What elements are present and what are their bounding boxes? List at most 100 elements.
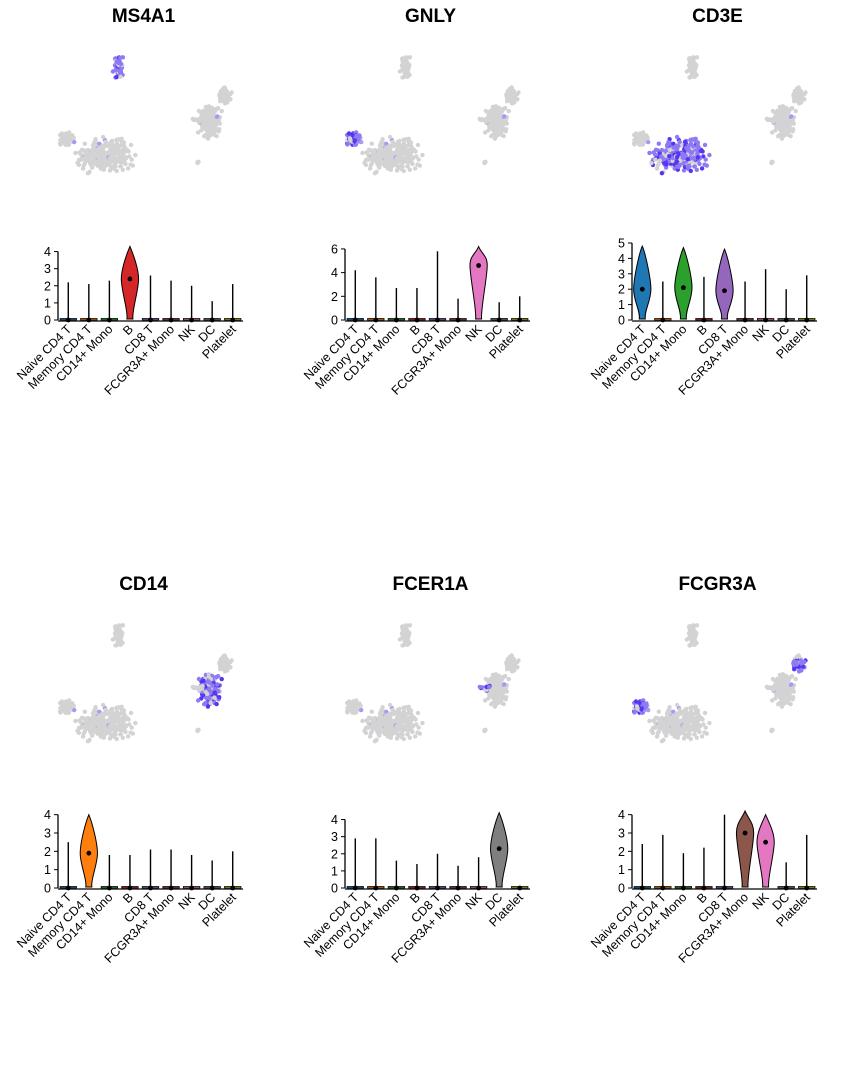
umap-point: [788, 133, 793, 139]
umap-point: [118, 61, 124, 67]
gene-title: GNLY: [404, 6, 457, 27]
umap-point: [73, 718, 78, 724]
umap-point: [207, 118, 212, 123]
umap-point: [368, 163, 373, 168]
umap-point: [400, 67, 406, 73]
category-label-6: NK: [463, 322, 486, 345]
umap-point: [692, 61, 698, 67]
umap-point: [770, 130, 775, 135]
y-tick-label: 3: [44, 262, 51, 276]
umap-point: [217, 660, 222, 665]
umap-point: [126, 717, 131, 722]
umap-point: [195, 160, 200, 165]
umap-point: [362, 160, 367, 166]
umap-point: [372, 739, 378, 744]
umap-point: [214, 107, 219, 112]
umap-point: [390, 139, 395, 144]
umap-point: [401, 74, 406, 80]
median-point-2: [106, 317, 112, 323]
umap-point: [116, 137, 121, 142]
umap-point: [403, 137, 408, 142]
umap-point: [677, 139, 682, 144]
umap-point: [779, 691, 784, 697]
umap-point: [779, 704, 785, 709]
umap-point: [398, 164, 403, 169]
umap-point: [387, 164, 393, 169]
umap-point: [394, 161, 399, 166]
umap-point: [97, 713, 102, 718]
umap-point: [217, 695, 222, 700]
umap-point: [81, 163, 87, 168]
umap-point: [126, 149, 131, 154]
umap-point: [75, 728, 80, 734]
umap-point: [85, 722, 90, 727]
umap-point: [210, 115, 215, 120]
median-point-3: [701, 317, 707, 323]
panel-5: FCGR3A 0 1 2 3 4 Naive CD4 T Memory CD4 T CD14+…: [574, 568, 861, 1069]
umap-point: [681, 729, 686, 734]
umap-point: [100, 164, 106, 169]
median-point-5: [455, 885, 461, 891]
umap-point: [72, 707, 77, 713]
umap-point: [789, 114, 794, 119]
umap-point: [130, 163, 135, 168]
umap-point: [503, 689, 508, 694]
umap-point: [501, 675, 506, 680]
umap-point: [412, 166, 418, 171]
umap-point: [365, 720, 371, 725]
umap-point: [667, 722, 672, 727]
umap-point: [118, 732, 124, 737]
umap-point: [398, 732, 403, 737]
umap-point: [352, 142, 358, 147]
umap-point: [692, 623, 697, 628]
umap-point: [769, 160, 774, 165]
umap-point: [786, 690, 791, 695]
median-point-2: [106, 885, 112, 891]
y-tick-label: 2: [44, 845, 51, 859]
umap-point: [499, 127, 504, 132]
umap-point: [85, 154, 90, 159]
umap-point: [496, 690, 501, 695]
umap-point: [116, 705, 121, 710]
category-label-6: NK: [463, 890, 486, 913]
umap-point: [360, 718, 365, 724]
umap-point: [487, 125, 493, 130]
umap-point: [395, 707, 401, 712]
umap-point: [370, 726, 375, 731]
violin-5: [735, 809, 755, 888]
umap-point: [405, 642, 410, 647]
umap-point: [685, 164, 690, 169]
umap-point: [662, 724, 667, 730]
umap-point: [512, 668, 517, 673]
umap-point: [100, 722, 106, 728]
umap-point: [656, 141, 661, 146]
umap-point: [387, 159, 392, 164]
umap-point: [497, 115, 502, 120]
umap-point: [659, 739, 665, 744]
umap-point: [90, 162, 95, 167]
median-point-3: [701, 885, 707, 891]
umap-point: [781, 686, 786, 691]
umap-point: [108, 139, 114, 144]
umap-point: [410, 729, 415, 735]
umap-point: [414, 722, 419, 727]
median-point-5: [742, 317, 748, 323]
umap-point: [127, 154, 132, 159]
umap-point: [372, 154, 377, 159]
umap-point: [67, 702, 72, 707]
umap-point: [685, 725, 690, 730]
median-point-1: [660, 317, 666, 323]
umap-point: [637, 700, 642, 706]
umap-point: [100, 154, 106, 160]
y-tick-label: 1: [44, 863, 51, 877]
umap-point: [375, 724, 380, 730]
umap-point: [399, 711, 404, 716]
umap-point: [502, 682, 507, 687]
umap-point: [91, 142, 96, 148]
umap-point: [681, 736, 687, 741]
umap-point: [639, 710, 645, 715]
umap-point: [691, 712, 696, 717]
umap-point: [791, 92, 796, 97]
umap-point: [78, 152, 84, 157]
